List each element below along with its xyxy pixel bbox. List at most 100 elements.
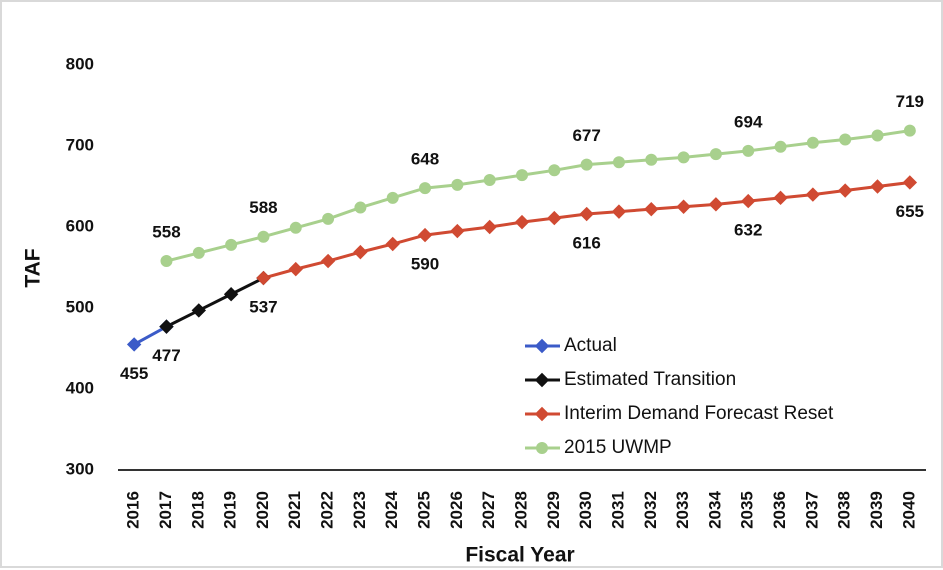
data-label: 616 xyxy=(572,234,600,253)
y-axis-title: TAF xyxy=(22,248,45,287)
data-point xyxy=(871,129,884,142)
data-point xyxy=(611,204,627,219)
data-label: 588 xyxy=(249,198,277,217)
x-tick-label: 2037 xyxy=(802,491,821,529)
x-tick-label: 2022 xyxy=(318,491,337,529)
x-axis-title: Fiscal Year xyxy=(465,544,574,567)
x-tick-label: 2020 xyxy=(253,491,272,529)
x-tick-label: 2016 xyxy=(124,491,143,529)
x-tick-label: 2027 xyxy=(479,491,498,529)
data-point xyxy=(709,148,722,161)
y-tick-label: 300 xyxy=(66,459,94,478)
x-tick-label: 2036 xyxy=(770,491,789,529)
data-point xyxy=(159,319,174,334)
data-point xyxy=(806,136,819,149)
data-point xyxy=(289,221,302,234)
data-point xyxy=(386,191,399,204)
data-point xyxy=(192,246,205,259)
data-point xyxy=(225,238,238,251)
legend-label: Estimated Transition xyxy=(564,369,736,390)
data-label: 477 xyxy=(152,346,180,365)
data-point xyxy=(579,206,594,222)
data-point xyxy=(870,179,885,194)
data-point xyxy=(256,270,271,286)
x-tick-label: 2023 xyxy=(350,491,369,529)
data-point xyxy=(580,158,593,171)
data-label: 558 xyxy=(152,223,180,242)
x-tick-label: 2029 xyxy=(544,491,563,529)
data-point xyxy=(644,201,659,217)
legend-marker xyxy=(536,442,548,454)
data-point xyxy=(514,214,530,230)
x-tick-label: 2017 xyxy=(156,491,175,529)
x-tick-label: 2025 xyxy=(415,491,434,529)
data-point xyxy=(548,164,561,177)
y-tick-label: 500 xyxy=(66,297,94,316)
x-tick-label: 2040 xyxy=(899,491,918,529)
legend-marker xyxy=(534,406,550,422)
x-tick-label: 2026 xyxy=(447,491,466,529)
data-point xyxy=(450,223,465,239)
data-point xyxy=(419,182,432,195)
x-tick-label: 2028 xyxy=(511,491,530,529)
data-label: 677 xyxy=(572,126,600,145)
data-point xyxy=(612,156,625,169)
data-point xyxy=(160,255,173,268)
data-point xyxy=(676,199,691,214)
data-point xyxy=(773,190,788,206)
x-tick-label: 2019 xyxy=(221,491,240,529)
data-label: 694 xyxy=(734,112,763,131)
data-label: 537 xyxy=(249,298,277,317)
data-label: 648 xyxy=(411,150,439,169)
data-point xyxy=(417,227,433,243)
data-point xyxy=(708,197,724,212)
legend-label: 2015 UWMP xyxy=(564,437,672,458)
x-tick-label: 2030 xyxy=(576,491,595,529)
data-point xyxy=(742,144,755,157)
data-point xyxy=(677,151,690,164)
data-label: 590 xyxy=(411,255,439,274)
x-tick-label: 2024 xyxy=(382,491,401,529)
data-point xyxy=(451,178,464,191)
y-tick-label: 800 xyxy=(66,54,94,73)
data-label: 632 xyxy=(734,221,762,240)
data-point xyxy=(547,210,562,226)
data-label: 455 xyxy=(120,364,148,383)
x-tick-label: 2032 xyxy=(641,491,660,529)
y-tick-label: 400 xyxy=(66,378,94,397)
data-point xyxy=(741,193,756,209)
data-point xyxy=(322,212,335,225)
data-point xyxy=(839,133,852,146)
y-tick-label: 700 xyxy=(66,135,94,154)
x-tick-label: 2035 xyxy=(738,491,757,529)
x-tick-label: 2038 xyxy=(835,491,854,529)
legend-label: Actual xyxy=(564,335,617,356)
data-point xyxy=(903,124,916,137)
data-point xyxy=(805,187,821,202)
data-point xyxy=(320,253,336,269)
x-tick-label: 2021 xyxy=(285,491,304,529)
data-point xyxy=(902,175,918,190)
legend-marker xyxy=(534,338,550,354)
data-point xyxy=(257,230,270,243)
data-point xyxy=(837,183,853,198)
data-point xyxy=(353,244,368,260)
data-point xyxy=(483,174,496,187)
y-tick-label: 600 xyxy=(66,216,94,235)
x-tick-label: 2039 xyxy=(867,491,886,529)
series-line xyxy=(165,276,265,328)
series-line xyxy=(133,325,168,346)
data-point xyxy=(126,337,142,352)
legend-marker xyxy=(534,372,550,388)
data-point xyxy=(223,287,239,302)
x-tick-label: 2018 xyxy=(188,491,207,529)
data-point xyxy=(191,303,207,318)
data-point xyxy=(385,236,400,252)
legend-label: Interim Demand Forecast Reset xyxy=(564,403,834,424)
data-point xyxy=(288,261,303,277)
data-label: 655 xyxy=(896,202,924,221)
data-point xyxy=(482,219,497,235)
data-point xyxy=(516,169,528,182)
